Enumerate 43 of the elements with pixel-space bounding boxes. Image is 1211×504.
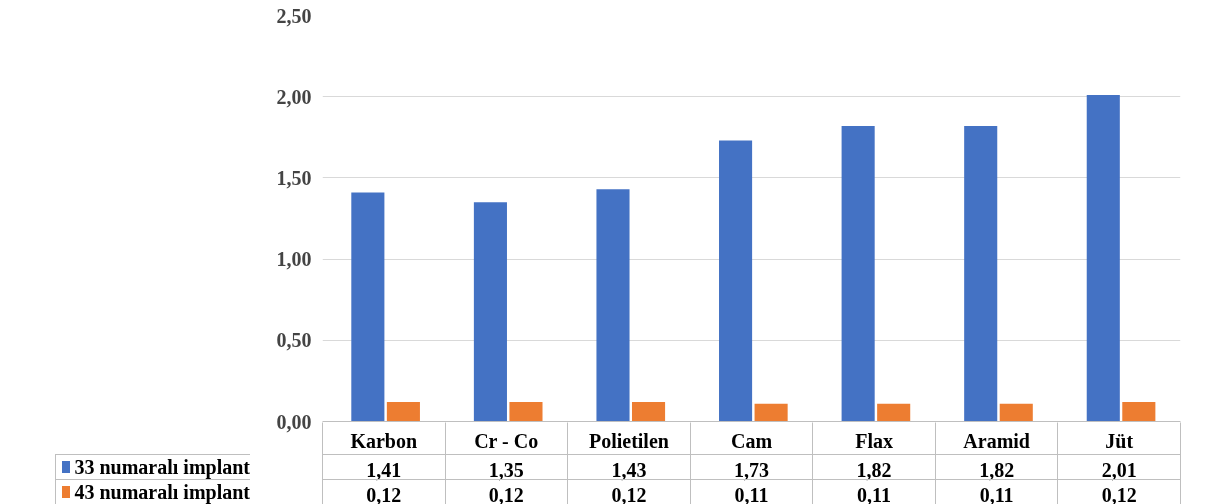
x-tick-label: Aramid	[963, 429, 1030, 452]
bar	[351, 192, 385, 422]
bar	[386, 402, 420, 422]
data-label: 1,35	[488, 458, 524, 481]
bar	[473, 202, 507, 422]
bar	[754, 403, 788, 422]
y-tick-label: 1,50	[276, 166, 312, 189]
bar	[596, 189, 630, 422]
x-tick-label: Jüt	[1105, 429, 1134, 452]
y-tick-label: 0,00	[276, 410, 312, 433]
x-tick-label: Flax	[855, 429, 893, 452]
data-label: 1,73	[734, 458, 769, 481]
y-tick-label: 2,50	[276, 4, 312, 27]
x-tick-label: Cr - Co	[474, 429, 539, 452]
data-label: 0,11	[857, 483, 892, 504]
data-label: 1,41	[366, 458, 402, 481]
bar	[999, 403, 1033, 422]
data-label: 0,12	[611, 483, 647, 504]
x-tick-label: Karbon	[350, 429, 418, 452]
bar	[719, 140, 753, 422]
data-label: 0,12	[366, 483, 402, 504]
data-label: 0,11	[979, 483, 1014, 504]
data-label: 1,43	[611, 458, 647, 481]
data-label: 0,12	[1101, 483, 1137, 504]
data-label: 0,11	[734, 483, 769, 504]
y-tick-label: 2,00	[276, 85, 312, 108]
bar	[509, 402, 543, 422]
data-label: 1,82	[856, 458, 892, 481]
bar	[631, 402, 666, 422]
bar	[1122, 402, 1156, 422]
bar	[877, 403, 911, 422]
data-label: 1,82	[979, 458, 1015, 481]
x-tick-label: Polietilen	[588, 429, 669, 452]
y-tick-label: 1,00	[276, 248, 312, 271]
y-tick-label: 0,50	[276, 329, 312, 352]
bar	[964, 125, 998, 422]
bar	[841, 125, 875, 422]
x-tick-label: Cam	[730, 429, 773, 452]
legend-label: 33 numaralı implant	[74, 454, 250, 481]
data-label: 0,12	[488, 483, 524, 504]
legend-label: 43 numaralı implant	[74, 479, 250, 504]
bar	[1086, 95, 1120, 422]
data-label: 2,01	[1101, 458, 1137, 481]
